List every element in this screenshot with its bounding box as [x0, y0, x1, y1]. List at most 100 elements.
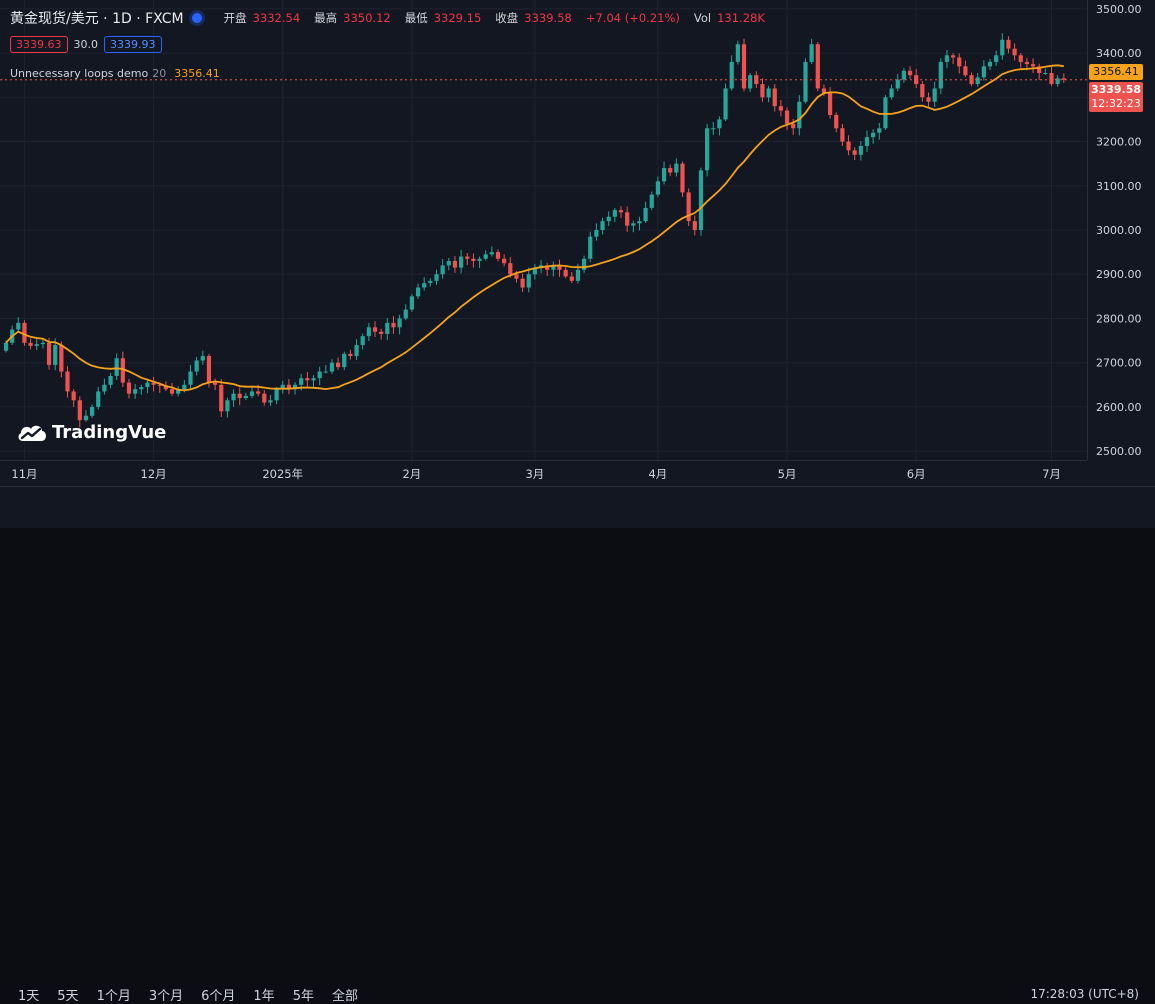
ohlc-close: 收盘 3339.58: [495, 10, 572, 26]
candle: [784, 107, 790, 131]
candle: [213, 378, 218, 391]
candle: [582, 255, 587, 273]
indicator-name: Unnecessary loops demo: [10, 67, 149, 80]
candle-body: [1006, 39, 1011, 49]
candle-body: [741, 44, 747, 89]
candle-body: [415, 287, 421, 297]
candle-body: [256, 391, 261, 394]
candle-body: [637, 221, 642, 224]
candle: [65, 366, 70, 398]
candle-body: [735, 44, 740, 62]
candle-body: [791, 123, 796, 129]
range-button-4[interactable]: 6个月: [201, 989, 236, 1004]
candle: [28, 338, 33, 350]
indicator-length: 20: [152, 67, 167, 80]
candle-body: [649, 194, 654, 208]
plot-area[interactable]: [0, 0, 1087, 460]
candle-body: [262, 393, 267, 403]
market-status-icon: [191, 13, 202, 23]
candle-body: [292, 384, 298, 390]
candle: [434, 269, 439, 285]
y-tick-label: 3000.00: [1096, 224, 1142, 237]
candlestick-chart[interactable]: [0, 0, 1087, 460]
candle-body: [797, 101, 802, 129]
candle-body: [409, 296, 414, 310]
candle-body: [311, 378, 316, 381]
candle: [502, 254, 507, 267]
candle-body: [840, 128, 845, 142]
candle: [305, 371, 310, 387]
candle-body: [514, 274, 519, 279]
candle: [735, 40, 740, 65]
ohlc-open: 开盘 3332.54: [224, 10, 301, 26]
candle: [409, 294, 414, 312]
candle-body: [1030, 64, 1036, 67]
candle: [545, 263, 550, 276]
candle-body: [901, 70, 906, 80]
candle-body: [471, 258, 476, 261]
candle-body: [34, 344, 39, 346]
low-label: 最低: [404, 11, 428, 25]
candle-body: [821, 88, 827, 93]
candle-body: [766, 88, 771, 98]
candle-body: [96, 391, 101, 407]
candle-body: [428, 280, 433, 284]
range-button-0[interactable]: 1天: [18, 989, 40, 1004]
candle: [317, 366, 322, 386]
range-button-1[interactable]: 5天: [57, 989, 79, 1004]
time-axis[interactable]: 11月 12月 2025年 2月 3月 4月 5月 6月 7月: [0, 460, 1087, 487]
candle-body: [729, 61, 734, 89]
candle: [145, 378, 150, 394]
candle: [231, 389, 236, 407]
legend-header: 黄金现货/美元 · 1D · FXCM 开盘 3332.54 最高 3350.12 …: [10, 8, 765, 28]
candle: [188, 364, 193, 389]
candle: [649, 191, 654, 211]
candle: [643, 201, 648, 223]
sell-price-button[interactable]: 3339.63: [10, 36, 68, 53]
range-button-2[interactable]: 1个月: [96, 989, 131, 1004]
candle-body: [852, 150, 857, 155]
buy-price-button[interactable]: 3339.93: [104, 36, 162, 53]
candle: [71, 389, 76, 407]
candle-body: [563, 269, 568, 277]
open-value: 3332.54: [252, 11, 301, 25]
candle-body: [871, 132, 876, 138]
clock-timezone[interactable]: 17:28:03 (UTC+8): [1030, 987, 1139, 1001]
candle-body: [809, 44, 814, 62]
candle-body: [532, 267, 537, 275]
last-price-tag: 3339.58 12:32:23: [1089, 81, 1143, 112]
symbol-title[interactable]: 黄金现货/美元 · 1D · FXCM: [10, 11, 184, 27]
open-label: 开盘: [223, 11, 247, 25]
candle-body: [483, 254, 488, 259]
candle: [237, 387, 242, 406]
range-button-5[interactable]: 1年: [253, 989, 275, 1004]
candle: [723, 83, 728, 122]
indicator-legend[interactable]: Unnecessary loops demo 20 3356.41: [10, 67, 220, 80]
candle: [249, 386, 255, 399]
candle-body: [784, 110, 790, 124]
candle-body: [65, 371, 70, 392]
indicator-value: 3356.41: [174, 67, 220, 80]
candle: [778, 99, 783, 117]
range-button-6[interactable]: 5年: [292, 989, 314, 1004]
candle: [588, 231, 593, 263]
candle: [415, 283, 421, 299]
candle-body: [760, 84, 765, 98]
candle: [944, 49, 950, 69]
range-button-3[interactable]: 3个月: [148, 989, 184, 1004]
candle-body: [661, 168, 667, 182]
high-label: 最高: [314, 11, 338, 25]
candle-body: [452, 260, 458, 268]
range-button-7[interactable]: 全部: [331, 989, 358, 1004]
y-tick-label: 3100.00: [1096, 180, 1142, 193]
candle: [612, 207, 617, 223]
candle: [243, 392, 248, 400]
candle-body: [176, 389, 181, 394]
candle: [53, 338, 58, 371]
candle-body: [994, 55, 999, 62]
candle: [379, 328, 384, 340]
candle-body: [864, 137, 870, 146]
candle: [1037, 63, 1042, 81]
y-tick-label: 2800.00: [1096, 312, 1142, 325]
candle-body: [268, 400, 273, 403]
